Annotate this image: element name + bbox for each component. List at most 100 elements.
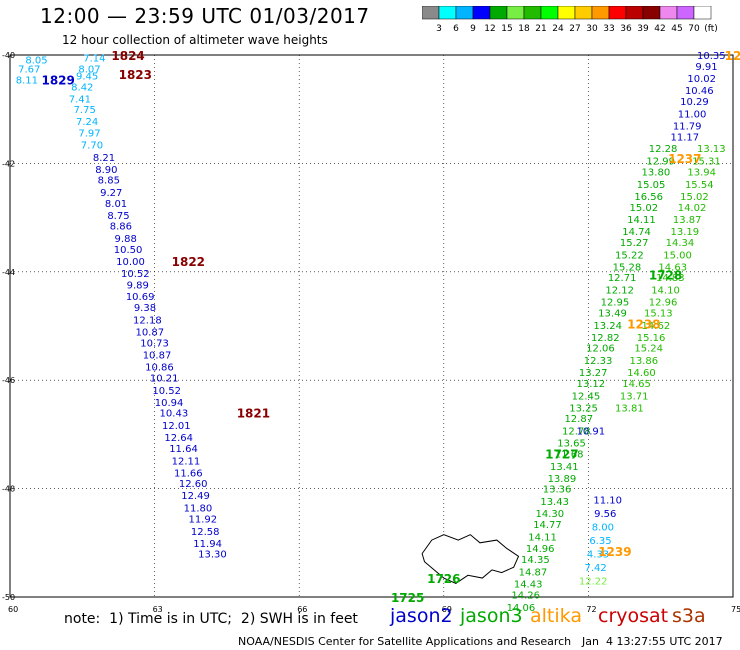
wave-height-value: 15.00 (663, 250, 692, 261)
pass-time-label: 1726 (427, 572, 460, 586)
wave-height-value: 15.02 (680, 192, 709, 203)
wave-height-value: 14.96 (526, 544, 555, 555)
wave-height-value: 10.35 (697, 51, 726, 62)
wave-height-value: 10.02 (687, 74, 716, 85)
colorbar-tick-label: 24 (552, 24, 564, 34)
wave-height-value: 13.36 (543, 485, 572, 496)
wave-height-value: 8.21 (93, 153, 115, 164)
wave-height-value: 14.62 (642, 321, 671, 332)
wave-height-value: 12.11 (172, 456, 201, 467)
sat-jason2-label: jason2 (390, 605, 453, 627)
wave-height-value: 16.56 (634, 192, 663, 203)
wave-height-value: 13.30 (198, 550, 227, 561)
wave-height-value: 8.01 (105, 199, 127, 210)
lon-tick-label: 75 (731, 605, 740, 614)
sat-jason3-label: jason3 (460, 605, 523, 627)
wave-height-value: 15.16 (637, 333, 666, 344)
wave-height-value: 8.90 (95, 165, 117, 176)
wave-height-value: 12.28 (649, 144, 678, 155)
wave-height-value: 13.13 (697, 144, 726, 155)
wave-height-value: 11.80 (184, 504, 213, 515)
wave-height-value: 11.68 (555, 449, 584, 460)
wave-height-value: 8.86 (110, 222, 132, 233)
wave-height-value: 10.00 (116, 257, 145, 268)
wave-height-value: 13.19 (670, 227, 699, 238)
wave-height-value: 9.27 (100, 188, 122, 199)
colorbar-tick-label: 33 (603, 24, 614, 34)
wave-height-value: 11.10 (593, 495, 622, 506)
wave-height-value: 12.95 (601, 298, 630, 309)
lat-tick-label: -46 (2, 376, 15, 385)
wave-height-value: 12.18 (133, 315, 162, 326)
wave-height-value: 10.43 (160, 409, 189, 420)
page-subtitle: 12 hour collection of altimeter wave hei… (62, 33, 328, 47)
wave-height-value: 10.52 (121, 269, 150, 280)
wave-height-value: 11.66 (174, 468, 203, 479)
wave-height-value: 14.26 (511, 590, 540, 601)
pass-time-label: 1823 (119, 68, 152, 82)
colorbar-tick-label: 36 (620, 24, 632, 34)
note-text: note: 1) Time is in UTC; 2) SWH is in fe… (64, 611, 358, 627)
wave-height-value: 12.78 (562, 427, 591, 438)
lon-tick-label: 63 (153, 605, 163, 614)
wave-height-value: 9.88 (115, 234, 137, 245)
pass-time-label: 1821 (237, 407, 270, 421)
wave-height-value: 13.41 (550, 462, 579, 473)
wave-height-value: 14.87 (519, 568, 548, 579)
colorbar-tick-label: 18 (518, 24, 530, 34)
wave-height-value: 10.86 (145, 363, 174, 374)
wave-height-value: 10.91 (576, 427, 605, 438)
wave-height-value: 8.05 (25, 55, 47, 66)
lon-tick-label: 60 (8, 605, 18, 614)
wave-height-value: 12.33 (584, 356, 613, 367)
wave-height-value: 7.24 (76, 117, 98, 128)
wave-height-value: 15.24 (634, 344, 663, 355)
wave-height-value: 15.02 (630, 203, 659, 214)
wave-height-value: 15.54 (685, 180, 714, 191)
lat-tick-label: -44 (2, 268, 15, 277)
wave-height-value: 15.28 (613, 262, 642, 273)
wave-height-value: 12.99 (646, 157, 675, 168)
wave-height-value: 12.12 (605, 286, 634, 297)
wave-height-value: 15.22 (615, 250, 644, 261)
pass-time-label: 1728 (649, 269, 682, 283)
lat-tick-label: -48 (2, 485, 15, 494)
wave-height-value: 13.49 (598, 308, 627, 319)
wave-height-value: 10.69 (126, 292, 155, 303)
wave-height-value: 14.77 (533, 520, 562, 531)
wave-height-value: 11.94 (193, 539, 222, 550)
wave-height-value: 11.17 (670, 132, 699, 143)
colorbar-tick-label: 42 (654, 24, 665, 34)
colorbar-tick-label: 70 (688, 24, 700, 34)
colorbar-tick-label: 30 (586, 24, 598, 34)
lat-tick-label: -42 (2, 159, 15, 168)
wave-height-value: 4.33 (587, 550, 609, 561)
map-frame (9, 54, 734, 598)
wave-height-value: 9.38 (134, 303, 156, 314)
pass-time-label: 1238 (627, 317, 660, 331)
wave-height-value: 12.87 (564, 414, 593, 425)
wave-height-value: 7.42 (584, 563, 606, 574)
wave-height-value: 8.07 (78, 65, 100, 76)
wave-height-value: 14.43 (514, 579, 543, 590)
wave-height-value: 10.29 (680, 97, 709, 108)
wave-height-value: 14.83 (656, 273, 685, 284)
wave-height-value: 13.27 (579, 368, 608, 379)
wave-height-value: 7.70 (81, 140, 103, 151)
wave-height-value: 8.11 (16, 75, 38, 86)
colorbar-swatch (693, 6, 712, 20)
wave-height-value: 12.49 (181, 491, 210, 502)
credit-text: NOAA/NESDIS Center for Satellite Applica… (238, 635, 572, 648)
colorbar-tick-label: 3 (436, 24, 442, 34)
colorbar-tick-label: 39 (637, 24, 649, 34)
lon-tick-label: 66 (297, 605, 307, 614)
wave-height-value: 7.14 (83, 54, 105, 65)
lat-tick-label: -40 (2, 51, 15, 60)
wave-height-value: 12.60 (179, 479, 208, 490)
wave-height-value: 12.96 (649, 298, 678, 309)
wave-height-value: 13.86 (630, 356, 659, 367)
colorbar-tick-label: 6 (453, 24, 459, 34)
wave-height-value: 11.79 (673, 121, 702, 132)
wave-height-value: 13.89 (548, 474, 577, 485)
